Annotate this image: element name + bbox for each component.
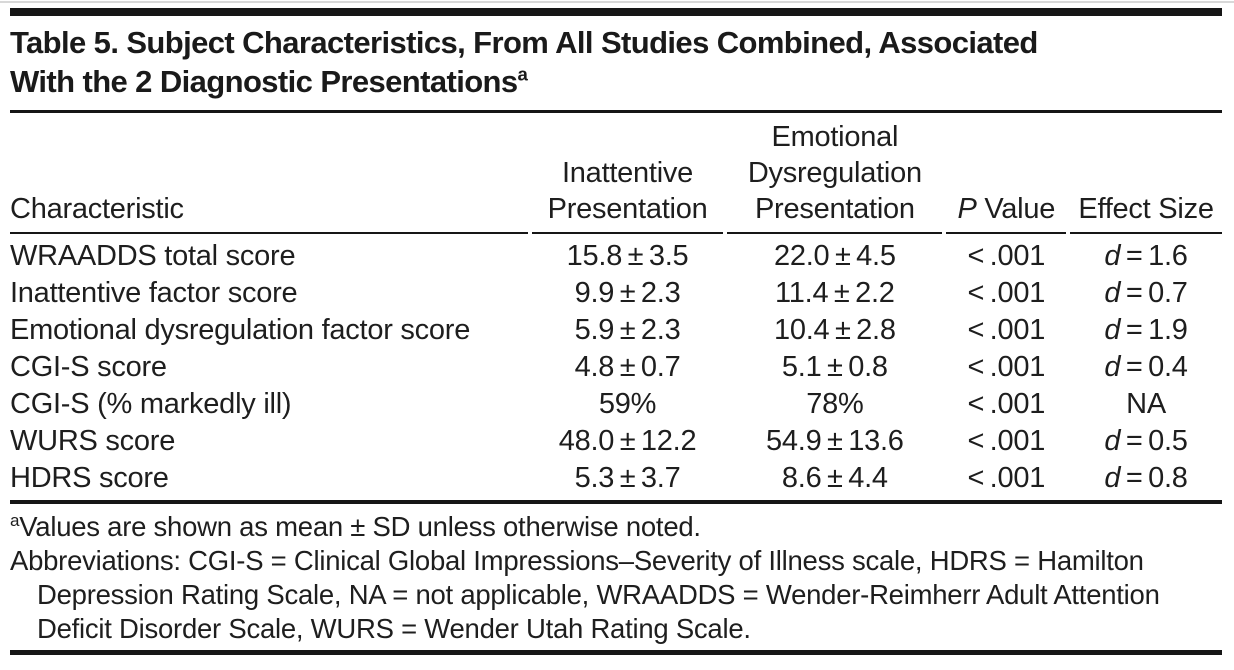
cell-emotional-dysregulation-presentation: 10.4 ± 2.8 [773, 314, 896, 346]
cell-p-value: < .001 [967, 240, 1046, 272]
title-divider-rule [10, 110, 1222, 113]
table-title-line1: Table 5. Subject Characteristics, From A… [10, 25, 1038, 60]
cell-effect-size: d = 1.6 [1104, 240, 1188, 272]
table-panel: Table 5. Subject Characteristics, From A… [0, 8, 1234, 655]
cell-characteristic: CGI-S (% markedly ill) [10, 388, 292, 420]
cell-effect-size: d = 0.8 [1104, 462, 1188, 494]
cell-inattentive-presentation: 15.8 ± 3.5 [566, 240, 689, 272]
cell-inattentive-presentation: 9.9 ± 2.3 [574, 277, 681, 309]
column-header-p-value: P Value [946, 119, 1067, 234]
top-rule [10, 8, 1222, 16]
cell-inattentive-presentation: 4.8 ± 0.7 [574, 351, 681, 383]
cell-p-value: < .001 [967, 277, 1046, 309]
table-body: WRAADDS total score 15.8 ± 3.5 22.0 ± 4.5 <… [10, 234, 1222, 497]
cell-characteristic: Emotional dysregulation factor score [10, 314, 471, 346]
cell-effect-size: NA [1126, 388, 1166, 420]
cell-emotional-dysregulation-presentation: 11.4 ± 2.2 [775, 277, 895, 309]
page-top-hairline [0, 1, 1234, 3]
footnote-abbreviations: Abbreviations: CGI-S = Clinical Global I… [10, 545, 1160, 644]
footnotes: aValues are shown as mean ± SD unless ot… [10, 510, 1222, 646]
footnote-a-marker: a [10, 510, 20, 530]
column-header-emotional-dysregulation-presentation: Emotional Dysregulation Presentation [727, 119, 943, 234]
table-row: Inattentive factor score 9.9 ± 2.3 11.4 ± … [10, 275, 1222, 312]
cell-characteristic: Inattentive factor score [10, 277, 298, 309]
bottom-rule [10, 650, 1222, 655]
cell-p-value: < .001 [967, 425, 1046, 457]
cell-characteristic: WURS score [10, 425, 176, 457]
footnote-divider-rule [10, 500, 1222, 504]
cell-emotional-dysregulation-presentation: 5.1 ± 0.8 [781, 351, 888, 383]
cell-characteristic: CGI-S score [10, 351, 167, 383]
table-title-line2: With the 2 Diagnostic Presentations [10, 64, 518, 99]
cell-effect-size: d = 0.7 [1104, 277, 1188, 309]
cell-emotional-dysregulation-presentation: 78% [806, 388, 864, 420]
p-value-italic-p: P [957, 193, 977, 225]
cell-inattentive-presentation: 59% [598, 388, 657, 420]
cell-characteristic: WRAADDS total score [10, 240, 296, 272]
subject-characteristics-table: Characteristic Inattentive Presentation … [6, 119, 1226, 497]
cell-emotional-dysregulation-presentation: 22.0 ± 4.5 [773, 240, 896, 272]
footnote-a-text: Values are shown as mean ± SD unless oth… [19, 511, 701, 542]
table-row: CGI-S (% markedly ill) 59% 78% < .001 NA [10, 386, 1222, 423]
table-row: HDRS score 5.3 ± 3.7 8.6 ± 4.4 < .001 d = 0.… [10, 460, 1222, 497]
table-title-footnote-marker: a [517, 63, 528, 85]
table-row: CGI-S score 4.8 ± 0.7 5.1 ± 0.8 < .001 d = 0… [10, 349, 1222, 386]
cell-characteristic: HDRS score [10, 462, 169, 494]
cell-effect-size: d = 1.9 [1104, 314, 1188, 346]
table-row: WRAADDS total score 15.8 ± 3.5 22.0 ± 4.5 <… [10, 234, 1222, 275]
cell-inattentive-presentation: 5.9 ± 2.3 [574, 314, 681, 346]
cell-effect-size: d = 0.5 [1104, 425, 1188, 457]
table-title: Table 5. Subject Characteristics, From A… [10, 23, 1222, 101]
cell-inattentive-presentation: 5.3 ± 3.7 [574, 462, 681, 494]
column-header-effect-size: Effect Size [1070, 119, 1222, 234]
column-header-characteristic: Characteristic [10, 119, 528, 234]
cell-p-value: < .001 [967, 351, 1046, 383]
footnote-a: aValues are shown as mean ± SD unless ot… [10, 510, 1222, 544]
column-header-inattentive-presentation: Inattentive Presentation [531, 119, 724, 234]
cell-effect-size: d = 0.4 [1104, 351, 1188, 383]
cell-emotional-dysregulation-presentation: 8.6 ± 4.4 [781, 462, 888, 494]
cell-p-value: < .001 [967, 314, 1046, 346]
cell-p-value: < .001 [967, 462, 1046, 494]
cell-inattentive-presentation: 48.0 ± 12.2 [558, 425, 697, 457]
table-row: WURS score 48.0 ± 12.2 54.9 ± 13.6 < .001 d … [10, 423, 1222, 460]
p-value-rest: Value [976, 193, 1056, 225]
table-row: Emotional dysregulation factor score 5.9 … [10, 312, 1222, 349]
cell-emotional-dysregulation-presentation: 54.9 ± 13.6 [766, 425, 904, 457]
table-header-row: Characteristic Inattentive Presentation … [10, 119, 1222, 234]
cell-p-value: < .001 [967, 388, 1046, 420]
